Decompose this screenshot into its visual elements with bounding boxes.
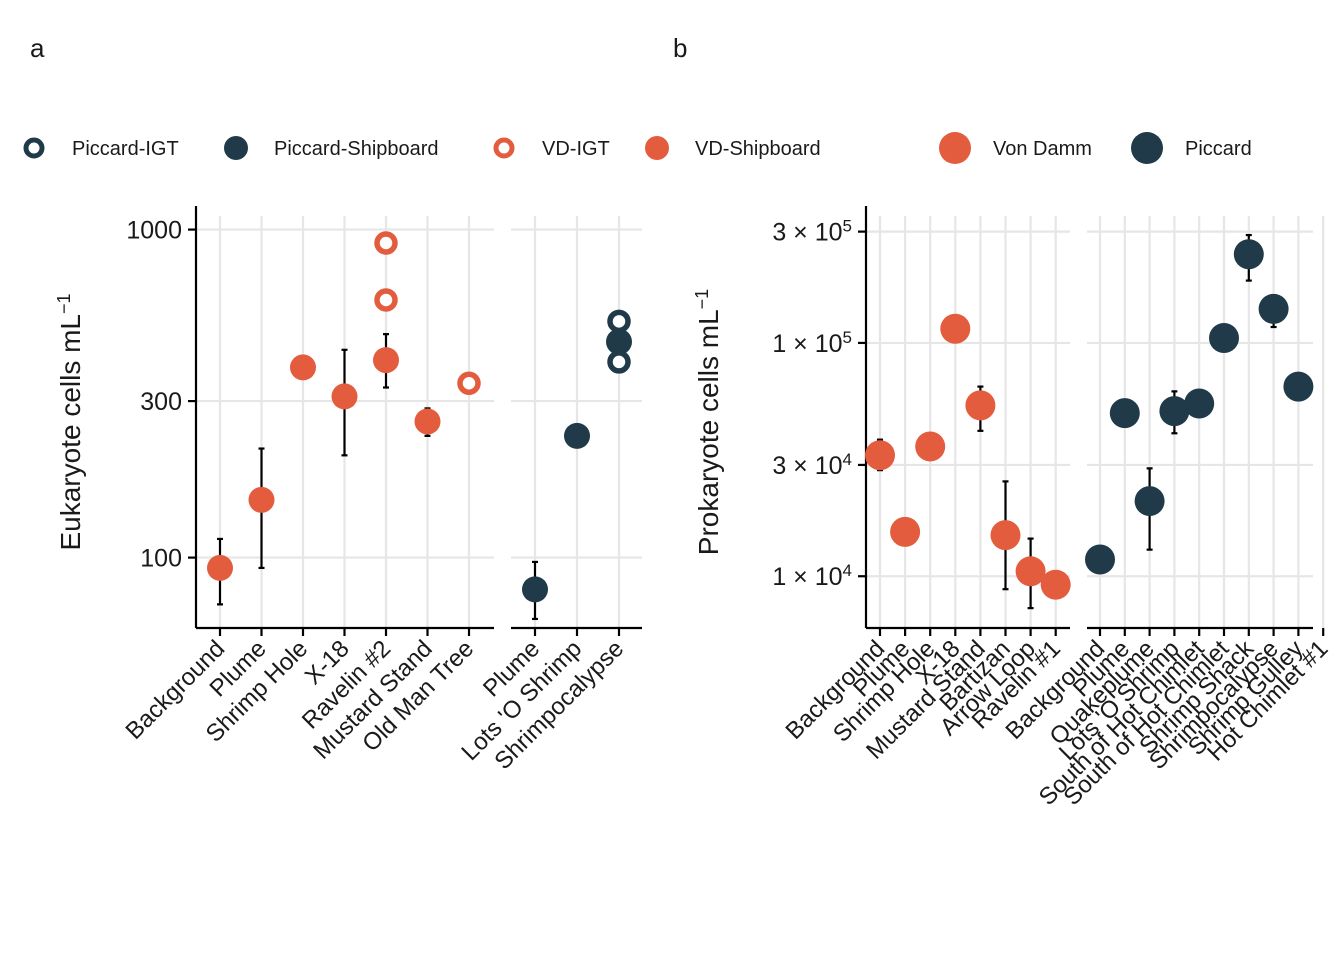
y-tick-label: 3 × 104	[772, 449, 852, 480]
data-point-plume	[1109, 398, 1140, 429]
data-point-shrimp-hole	[290, 354, 316, 381]
data-point-background	[1085, 544, 1115, 575]
y-tick-label: 1 × 104	[772, 561, 852, 592]
data-point-lots-o-shrimp	[564, 422, 590, 449]
data-point-quakeplume	[1134, 486, 1165, 517]
data-point-shrimp-gulley	[1283, 371, 1314, 402]
data-point-ravelin-2	[373, 347, 399, 374]
legend-a-key-piccard-igt	[23, 137, 45, 159]
y-tick-label: 3 × 105	[772, 216, 852, 247]
legend-a-key-vd-shipboard	[645, 136, 669, 160]
legend-a-label-piccard-igt: Piccard-IGT	[72, 138, 179, 160]
legend-a-label-vd-igt: VD-IGT	[542, 138, 610, 160]
legend-b-key-von-damm	[939, 132, 971, 164]
data-point-shrimpocalypse	[607, 309, 631, 334]
data-point-south-of-hot-chimlet	[1184, 388, 1215, 419]
data-point-x-18	[331, 383, 358, 410]
y-tick-label: 300	[140, 388, 182, 416]
y-tick-label: 100	[140, 545, 182, 573]
legend-b-label-von-damm: Von Damm	[993, 138, 1092, 160]
data-point-ravelin-2	[374, 288, 398, 312]
y-tick-label: 1000	[126, 217, 182, 245]
data-point-shrimp-hole	[915, 431, 946, 462]
data-point-plume	[522, 576, 548, 603]
data-point-mustard-stand	[965, 390, 996, 421]
legend-a-label-piccard-shipboard: Piccard-Shipboard	[274, 138, 439, 160]
data-point-lots-o-shrimp	[1159, 396, 1190, 427]
data-point-x-18	[940, 313, 971, 344]
legend-panel-b: Von Damm Piccard	[939, 132, 1252, 164]
data-point-ravelin-1	[1040, 569, 1071, 600]
data-point-south-of-hot-chimlet	[1209, 322, 1239, 353]
data-point-plume	[248, 486, 275, 513]
data-point-background	[865, 440, 895, 471]
data-point-old-man-tree	[457, 371, 481, 396]
data-point-shrimp-shack	[1233, 239, 1264, 270]
data-point-bartizan	[990, 520, 1021, 551]
panel-a-tag: a	[30, 33, 45, 63]
data-point-arrow-loop	[1015, 556, 1046, 587]
panel-b-tag: b	[673, 33, 687, 63]
data-point-shrimpocalypse	[606, 328, 632, 355]
legend-b-key-piccard	[1131, 132, 1163, 164]
data-point-plume	[890, 516, 921, 547]
legend-a-key-vd-igt	[493, 137, 515, 159]
legend-a-label-vd-shipboard: VD-Shipboard	[695, 138, 821, 160]
data-point-shrimpocalypse	[1258, 293, 1289, 324]
legend-panel-a: Piccard-IGT Piccard-Shipboard VD-IGT VD-Shi…	[23, 136, 821, 160]
y-axis-title: Eukaryote cells mL−1	[54, 293, 86, 550]
data-point-background	[207, 554, 233, 581]
y-tick-label: 1 × 105	[772, 327, 852, 358]
legend-a-key-piccard-shipboard	[224, 136, 248, 160]
legend-b-label-piccard: Piccard	[1185, 138, 1252, 160]
data-point-ravelin-2	[374, 231, 398, 255]
data-point-mustard-stand	[414, 408, 441, 435]
data-point-shrimpocalypse	[607, 350, 631, 374]
y-axis-title: Prokaryote cells mL−1	[692, 289, 724, 555]
